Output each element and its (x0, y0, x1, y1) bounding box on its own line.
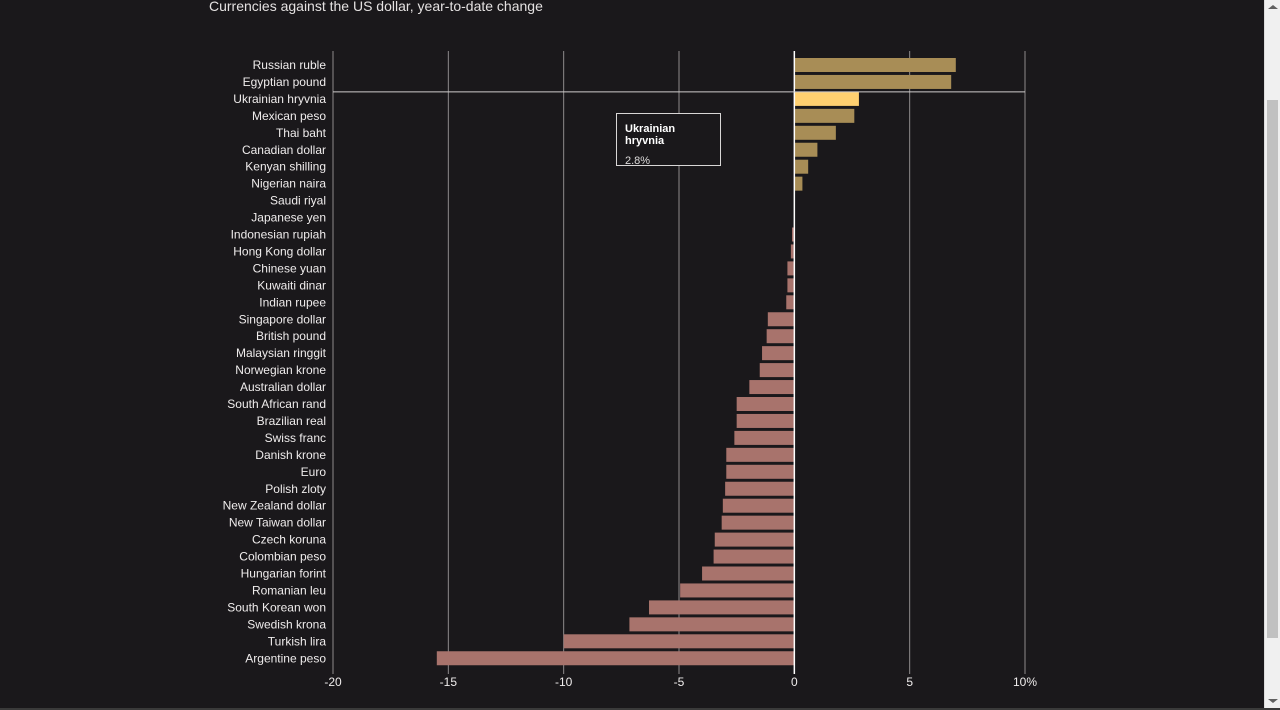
scrollbar-thumb[interactable] (1267, 100, 1278, 638)
category-label: New Zealand dollar (223, 499, 326, 513)
bar (725, 481, 795, 496)
category-label: South Korean won (227, 600, 326, 614)
bar (794, 74, 952, 89)
bar (721, 515, 795, 530)
bar (649, 600, 795, 615)
category-labels: Russian ruble Egyptian pound Ukrainian hry… (223, 58, 327, 665)
window-bottom-edge (0, 708, 1280, 710)
bar (726, 464, 795, 479)
bar (766, 329, 795, 344)
scroll-down-arrow-icon[interactable] (1268, 699, 1278, 703)
category-label: Russian ruble (253, 58, 327, 72)
bar (787, 261, 795, 276)
category-label: Australian dollar (240, 380, 326, 394)
x-axis-ticks: -20 -15 -10 -5 0 5 10% (324, 675, 1037, 689)
category-label: Colombian peso (239, 550, 326, 564)
category-label: Czech koruna (252, 533, 326, 547)
category-label: Kuwaiti dinar (257, 278, 326, 292)
x-tick-label: -10 (555, 675, 573, 689)
category-label: Hong Kong dollar (233, 244, 326, 258)
category-label: Norwegian krone (235, 363, 326, 377)
bar (734, 430, 795, 445)
bar (762, 346, 795, 361)
category-label: New Taiwan dollar (229, 516, 326, 530)
category-label: Brazilian real (257, 414, 326, 428)
category-label: Hungarian forint (241, 567, 327, 581)
x-tick-label: -20 (324, 675, 342, 689)
category-label: Swiss franc (265, 431, 326, 445)
category-label: Polish zloty (265, 482, 326, 496)
bar (794, 159, 809, 174)
category-label: Japanese yen (251, 211, 326, 225)
bar (790, 244, 795, 259)
x-tick-label: 0 (791, 675, 798, 689)
category-label: Indonesian rupiah (231, 228, 326, 242)
category-label: Saudi riyal (270, 194, 326, 208)
category-label: Kenyan shilling (245, 160, 326, 174)
category-label: Egyptian pound (243, 75, 326, 89)
category-label: Canadian dollar (242, 143, 326, 157)
category-label: Chinese yuan (253, 261, 326, 275)
category-label: Indian rupee (259, 295, 326, 309)
category-label: Ukrainian hryvnia (233, 92, 326, 106)
bar (794, 108, 855, 123)
x-tick-label: -5 (674, 675, 685, 689)
tooltip-title: Ukrainian hryvnia (625, 123, 676, 147)
category-label: Danish krone (255, 448, 326, 462)
bar (713, 549, 795, 564)
category-label: Nigerian naira (251, 177, 326, 191)
bar (759, 363, 795, 378)
vertical-scrollbar[interactable] (1264, 0, 1280, 708)
bar (722, 498, 795, 513)
bar (702, 566, 795, 581)
bar (787, 278, 795, 293)
category-label: Thai baht (276, 126, 327, 140)
bar (736, 413, 795, 428)
grid-lines (332, 51, 1026, 674)
bar (436, 651, 795, 666)
tooltip: Ukrainian hryvnia 2.8% (616, 113, 721, 167)
bar (786, 295, 795, 310)
bar (680, 583, 795, 598)
bar (794, 91, 859, 106)
x-tick-label: 5 (906, 675, 913, 689)
category-label: Swedish krona (247, 617, 326, 631)
bar (767, 312, 795, 327)
bar (794, 125, 836, 140)
category-label: Singapore dollar (239, 312, 326, 326)
category-label: Malaysian ringgit (236, 346, 327, 360)
bar (749, 380, 795, 395)
x-tick-label: -15 (440, 675, 458, 689)
bar (794, 176, 803, 191)
bar (792, 227, 795, 242)
category-label: Romanian leu (252, 583, 326, 597)
bars (436, 58, 956, 666)
tooltip-value: 2.8% (625, 155, 651, 167)
scroll-up-arrow-icon[interactable] (1268, 5, 1278, 9)
category-label: Euro (301, 465, 327, 479)
chart-title: Currencies against the US dollar, year-t… (209, 0, 543, 14)
x-tick-label: 10% (1013, 675, 1037, 689)
bar (736, 397, 795, 411)
category-label: South African rand (227, 397, 326, 411)
bar (794, 58, 956, 72)
bar (629, 617, 795, 632)
category-label: British pound (256, 329, 326, 343)
bar (714, 532, 795, 547)
bar (794, 142, 818, 157)
category-label: Argentine peso (245, 651, 326, 665)
category-label: Mexican peso (252, 109, 326, 123)
bar (563, 634, 795, 649)
category-label: Turkish lira (268, 634, 327, 648)
bar (726, 447, 795, 462)
